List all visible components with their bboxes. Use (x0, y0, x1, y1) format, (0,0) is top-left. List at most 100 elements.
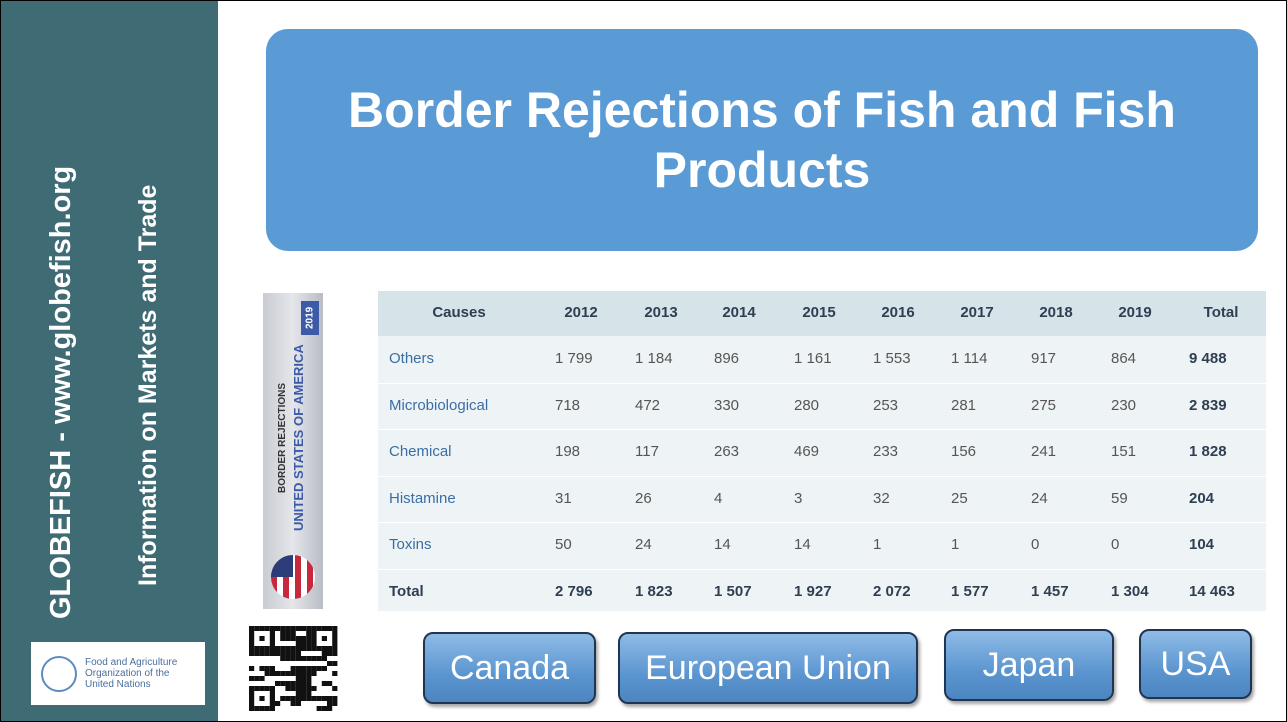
qr-module (301, 626, 307, 631)
table-cell: 275 (1031, 396, 1057, 414)
table-cell: 280 (794, 396, 820, 414)
qr-module (259, 636, 265, 641)
qr-module (249, 701, 255, 706)
column-header: 2012 (564, 304, 598, 321)
qr-module (269, 641, 275, 646)
qr-module (290, 701, 296, 706)
qr-module (306, 681, 312, 686)
qr-module (285, 651, 291, 656)
country-button[interactable]: Canada (423, 632, 596, 704)
table-cell: 25 (951, 489, 968, 507)
table-cell: 1 (873, 536, 882, 553)
row-label: Toxins (389, 536, 432, 553)
qr-module (316, 666, 322, 671)
qr-module (249, 686, 255, 691)
qr-module (295, 681, 301, 686)
table-cell: 230 (1111, 396, 1137, 414)
table-cell: 1 507 (714, 582, 752, 600)
qr-module (275, 626, 281, 631)
qr-module (311, 696, 317, 701)
qr-module (269, 666, 275, 671)
qr-module (280, 656, 286, 661)
qr-module (301, 696, 307, 701)
qr-module (290, 671, 296, 676)
table-cell: 24 (635, 536, 652, 553)
column-header: 2018 (1039, 304, 1073, 321)
qr-module (269, 706, 275, 711)
row-divider (378, 429, 1266, 430)
qr-module (269, 646, 275, 651)
qr-module (280, 636, 286, 641)
qr-module (249, 691, 255, 696)
qr-module (327, 646, 333, 651)
qr-module (332, 631, 338, 636)
qr-module (332, 641, 338, 646)
cover-country: UNITED STATES OF AMERICA (291, 344, 306, 531)
table-cell: 864 (1111, 350, 1137, 367)
qr-module (295, 636, 301, 641)
qr-module (275, 681, 281, 686)
qr-module (311, 626, 317, 631)
qr-module (332, 636, 338, 641)
qr-module (321, 706, 327, 711)
table-cell: 26 (635, 489, 652, 507)
table-cell: 59 (1111, 489, 1128, 507)
qr-module (301, 671, 307, 676)
qr-module (295, 626, 301, 631)
title: Border Rejections of Fish and Fish Produ… (348, 82, 1176, 198)
table-cell: 917 (1031, 350, 1057, 367)
row-divider (378, 522, 1266, 523)
header-row (378, 291, 1266, 336)
cover-label: BORDER REJECTIONS (277, 382, 288, 493)
country-button[interactable]: USA (1139, 629, 1252, 699)
qr-module (306, 641, 312, 646)
qr-module (306, 676, 312, 681)
table-cell: 1 114 (951, 350, 988, 367)
row-label: Chemical (389, 443, 452, 460)
qr-module (264, 626, 270, 631)
table-cell: 469 (794, 443, 820, 460)
qr-module (332, 661, 338, 666)
qr-module (306, 686, 312, 691)
qr-module (269, 636, 275, 641)
qr-module (285, 646, 291, 651)
table-cell: 718 (555, 396, 581, 414)
qr-module (306, 631, 312, 636)
qr-module (259, 676, 265, 681)
qr-module (321, 681, 327, 686)
country-button[interactable]: Japan (944, 629, 1114, 701)
table-cell: 104 (1189, 536, 1215, 553)
qr-module (285, 686, 291, 691)
qr-module (285, 636, 291, 641)
table-cell: 1 927 (794, 582, 832, 600)
qr-module (311, 686, 317, 691)
fao-name: Food and Agriculture Organization of the… (85, 657, 178, 690)
qr-module (332, 701, 338, 706)
qr-code (249, 626, 338, 711)
qr-module (321, 651, 327, 656)
qr-module (254, 646, 260, 651)
table-cell: 151 (1111, 443, 1137, 460)
qr-module (306, 671, 312, 676)
qr-module (269, 701, 275, 706)
column-header: Total (1203, 304, 1239, 321)
qr-module (269, 691, 275, 696)
qr-module (295, 701, 301, 706)
qr-module (254, 651, 260, 656)
qr-module (290, 681, 296, 686)
qr-module (327, 661, 333, 666)
qr-module (290, 686, 296, 691)
country-button[interactable]: European Union (618, 632, 918, 704)
qr-module (264, 666, 270, 671)
table-cell: 896 (714, 350, 740, 367)
fao-logo: Food and Agriculture Organization of the… (31, 642, 205, 705)
qr-module (264, 706, 270, 711)
table-cell: 14 (714, 536, 731, 553)
qr-module (264, 686, 270, 691)
qr-module (290, 666, 296, 671)
qr-module (301, 686, 307, 691)
table-cell: 3 (794, 489, 803, 507)
table-cell: 14 463 (1189, 582, 1235, 600)
qr-module (311, 636, 317, 641)
qr-module (275, 651, 281, 656)
